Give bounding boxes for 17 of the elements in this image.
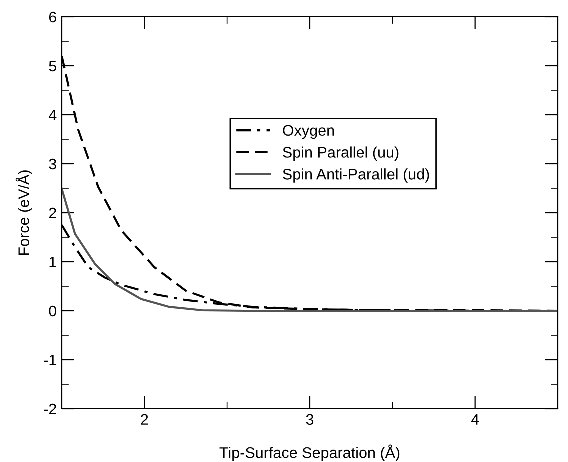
y-tick-label: 1 [50, 257, 56, 268]
legend-label: Oxygen [283, 125, 334, 140]
legend-label: Spin Parallel (uu) [283, 146, 399, 161]
legend-label: Spin Anti-Parallel (ud) [283, 168, 430, 183]
y-axis-title: Force (eV/Å) [16, 170, 32, 256]
y-tick-label: -1 [44, 355, 56, 366]
x-axis-title: Tip-Surface Separation (Å) [220, 444, 400, 462]
y-tick-label: 6 [49, 12, 56, 23]
y-tick-label: 3 [49, 158, 56, 170]
x-tick-label: 3 [306, 414, 314, 426]
y-tick-label: -2 [44, 404, 56, 415]
x-tick-label: 4 [471, 414, 480, 425]
x-tick-label: 2 [141, 414, 148, 425]
y-tick-label: 5 [49, 61, 56, 72]
y-tick-label: 4 [48, 110, 57, 121]
y-tick-label: 2 [49, 208, 56, 219]
y-tick-label: 0 [49, 306, 57, 317]
